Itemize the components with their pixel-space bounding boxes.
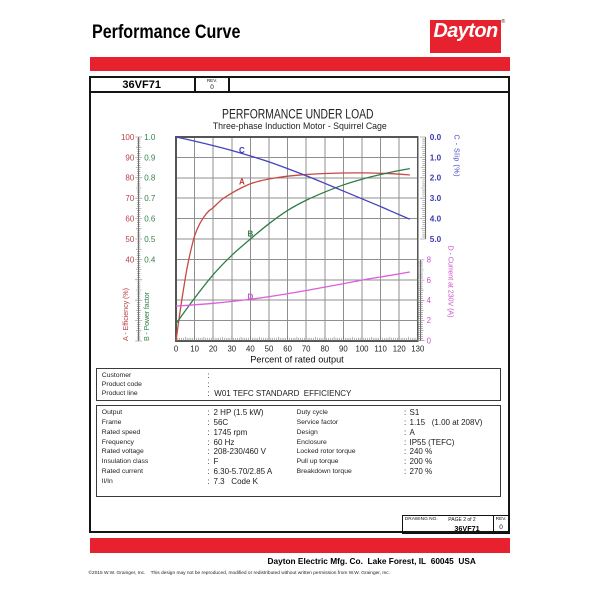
svg-text:120: 120: [393, 345, 407, 354]
svg-text:40: 40: [246, 345, 255, 354]
svg-text:B - Power factor: B - Power factor: [142, 291, 151, 341]
svg-text:2.0: 2.0: [430, 174, 442, 183]
svg-text:0.4: 0.4: [144, 255, 156, 264]
svg-text:A - Efficiency (%): A - Efficiency (%): [121, 288, 130, 341]
svg-text:0.5: 0.5: [144, 235, 156, 244]
svg-text:A: A: [239, 178, 245, 187]
svg-text:6: 6: [427, 276, 431, 285]
svg-text:Percent of rated output: Percent of rated output: [250, 355, 344, 365]
svg-text:1.0: 1.0: [430, 153, 442, 162]
svg-text:0.8: 0.8: [144, 174, 156, 183]
svg-text:80: 80: [320, 345, 329, 354]
svg-text:1.0: 1.0: [144, 133, 156, 142]
svg-text:0.0: 0.0: [430, 133, 442, 142]
svg-text:4.0: 4.0: [430, 215, 442, 224]
svg-text:80: 80: [125, 174, 134, 183]
svg-text:100: 100: [355, 345, 369, 354]
svg-text:B: B: [248, 230, 254, 239]
svg-text:8: 8: [427, 256, 431, 265]
svg-text:2: 2: [427, 316, 431, 325]
svg-text:10: 10: [190, 345, 199, 354]
svg-text:0.7: 0.7: [144, 194, 156, 203]
svg-text:C - Slip (%): C - Slip (%): [453, 135, 462, 177]
svg-text:60: 60: [125, 215, 134, 224]
svg-text:70: 70: [125, 194, 134, 203]
svg-text:PERFORMANCE UNDER LOAD: PERFORMANCE UNDER LOAD: [222, 107, 374, 122]
svg-text:50: 50: [125, 235, 134, 244]
svg-text:0: 0: [427, 336, 432, 345]
svg-text:90: 90: [125, 153, 134, 162]
svg-text:50: 50: [265, 345, 274, 354]
svg-text:20: 20: [209, 345, 218, 354]
svg-text:0.9: 0.9: [144, 153, 156, 162]
svg-text:110: 110: [374, 345, 387, 354]
svg-text:30: 30: [227, 345, 236, 354]
svg-text:90: 90: [339, 345, 348, 354]
svg-text:D - Current at 230V (A): D - Current at 230V (A): [447, 246, 456, 318]
svg-text:Three-phase Induction Motor -: Three-phase Induction Motor - Squirrel C…: [213, 121, 387, 132]
svg-text:100: 100: [121, 133, 135, 142]
svg-text:0.6: 0.6: [144, 215, 156, 224]
svg-text:C: C: [239, 146, 245, 155]
svg-text:5.0: 5.0: [430, 235, 442, 244]
svg-text:40: 40: [125, 255, 134, 264]
svg-text:70: 70: [302, 345, 311, 354]
svg-text:3.0: 3.0: [430, 194, 442, 203]
svg-text:0: 0: [174, 345, 179, 354]
svg-text:4: 4: [427, 296, 432, 305]
svg-text:60: 60: [283, 345, 292, 354]
svg-text:130: 130: [411, 345, 425, 354]
svg-text:D: D: [248, 292, 254, 301]
